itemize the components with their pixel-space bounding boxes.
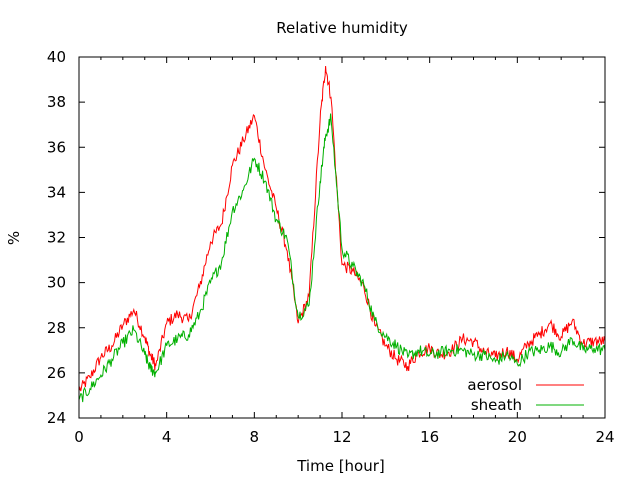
chart-title: Relative humidity (276, 19, 408, 37)
x-tick-label: 4 (162, 428, 172, 446)
legend-label-sheath: sheath (471, 396, 522, 414)
y-axis-label: % (5, 231, 23, 245)
y-tick-label: 28 (47, 319, 66, 337)
x-axis-label: Time [hour] (296, 457, 385, 475)
legend: aerosol sheath (467, 376, 584, 414)
y-tick-label: 34 (47, 183, 66, 201)
series-layer (78, 65, 606, 403)
y-tick-label: 26 (47, 364, 66, 382)
y-tick-label: 24 (47, 409, 66, 427)
axes-layer: 0 4 8 12 16 20 24 24 26 28 30 32 34 36 38 40 (47, 48, 615, 446)
y-tick-label: 38 (47, 93, 66, 111)
y-tick-label: 40 (47, 48, 66, 66)
x-tick-label: 24 (595, 428, 614, 446)
legend-label-aerosol: aerosol (467, 376, 522, 394)
x-tick-label: 16 (420, 428, 439, 446)
series-line-sheath (78, 113, 606, 403)
y-tick-label: 30 (47, 274, 66, 292)
x-tick-label: 0 (74, 428, 84, 446)
x-tick-label: 20 (508, 428, 527, 446)
x-tick-label: 12 (332, 428, 351, 446)
series-line-aerosol (78, 65, 606, 392)
y-tick-label: 32 (47, 229, 66, 247)
y-tick-label: 36 (47, 138, 66, 156)
x-tick-label: 8 (250, 428, 260, 446)
